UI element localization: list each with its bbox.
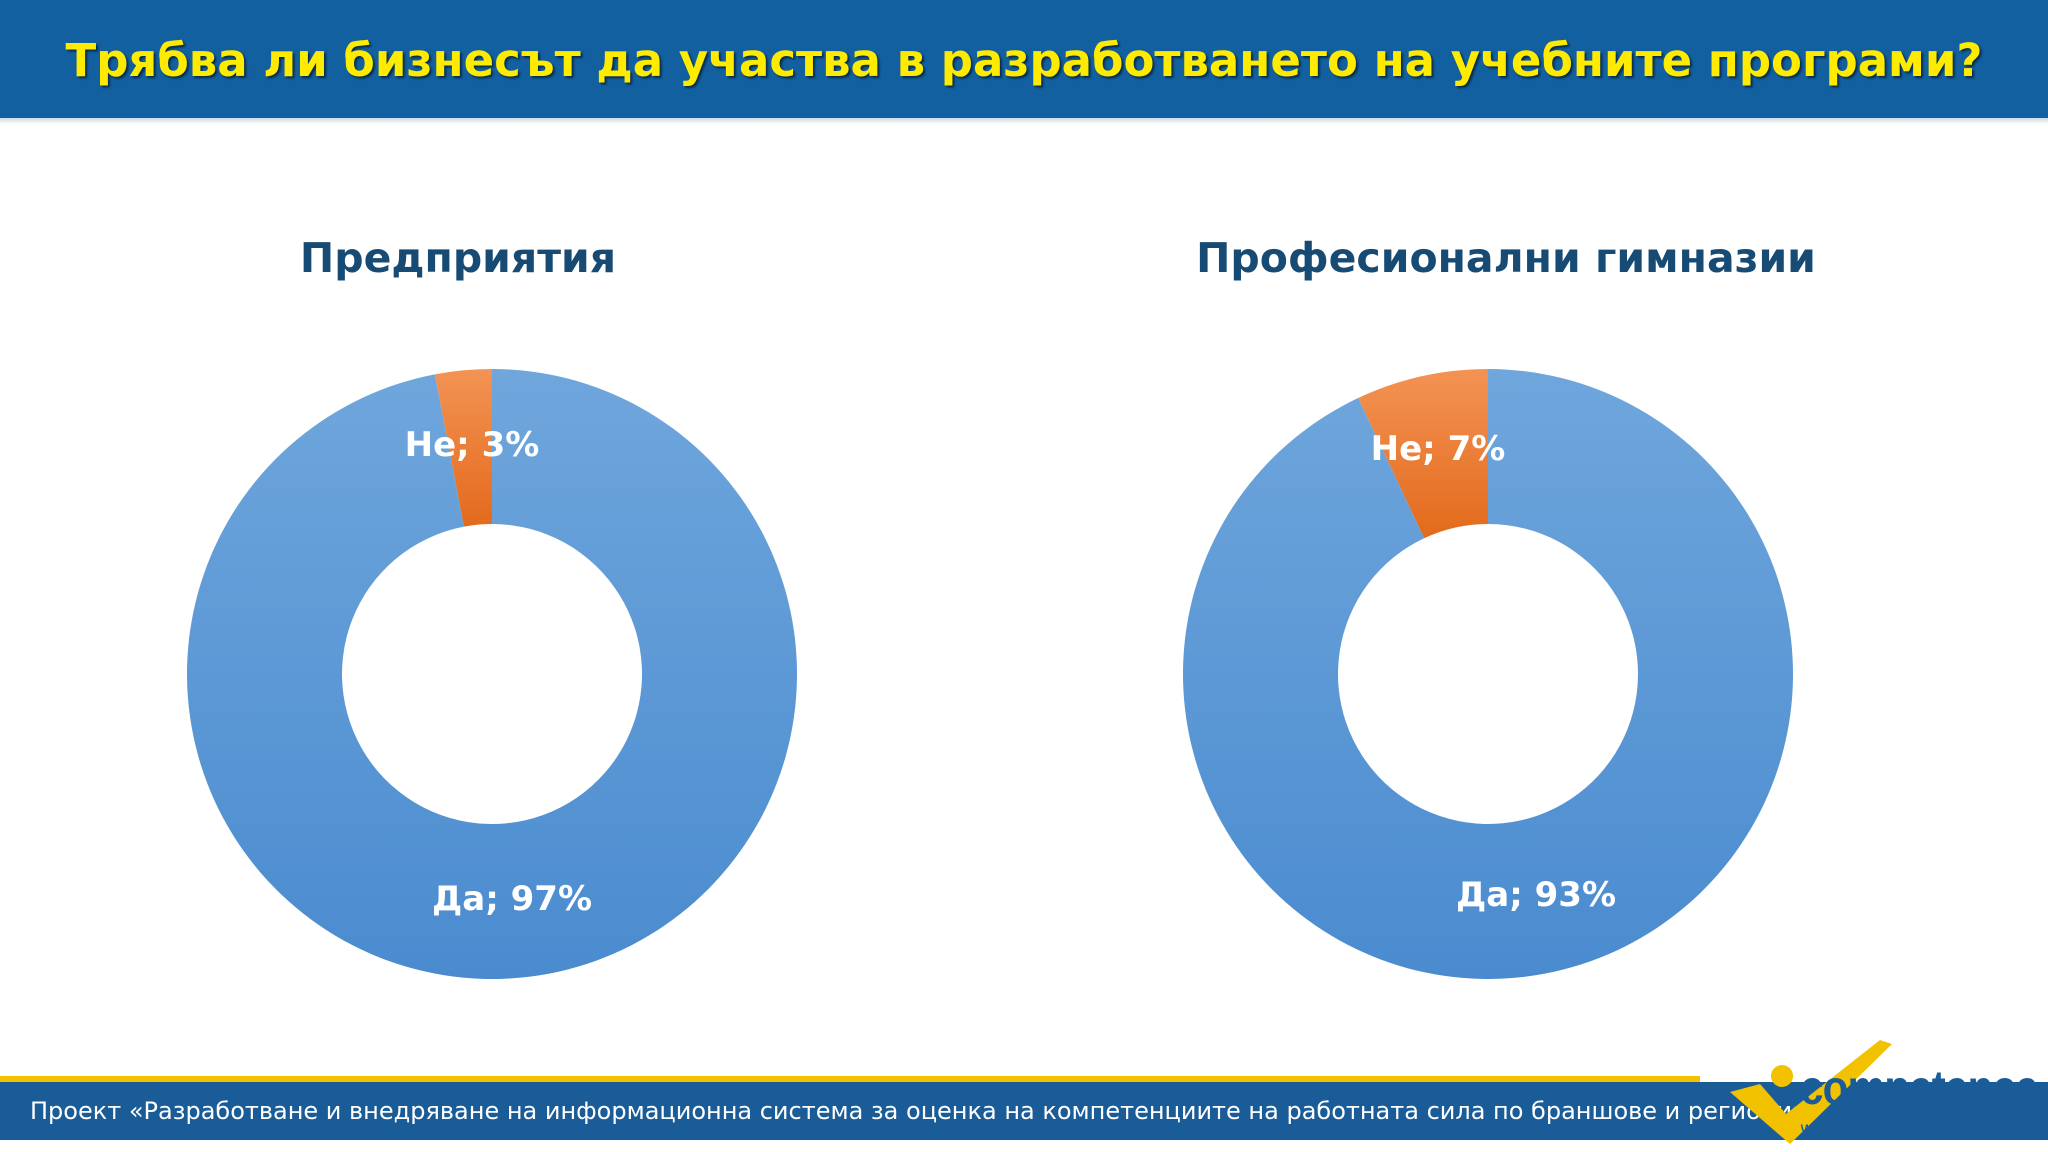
donut-chart-vocational-schools: Не; 7% Да; 93% [1183,369,1793,979]
slice-no [434,369,492,527]
label-no: Не; 3% [405,425,540,465]
slice-yes [1183,369,1793,979]
header-bar [0,0,2048,118]
page-title: Трябва ли бизнесът да участва в разработ… [65,34,1983,87]
label-yes: Да; 93% [1456,875,1616,915]
checkmark-logo-icon [1730,1040,1892,1144]
chart-title-vocational-schools: Професионални гимназии [1196,234,1816,282]
footer-stripe [0,1076,1700,1082]
footer-project-text: Проект «Разработване и внедряване на инф… [30,1097,1807,1125]
donut-chart-enterprises: Не; 3% Да; 97% [186,369,797,979]
logo-wordmark: competence [1800,1062,2039,1115]
chart-title-enterprises: Предприятия [299,234,617,282]
slice-yes [186,369,797,979]
label-yes: Да; 97% [432,879,592,919]
header-divider [0,118,2048,124]
logo-url: www.mycompetence.bg [1800,1119,2005,1139]
slice-no [1358,369,1488,539]
label-no: Не; 7% [1371,429,1506,469]
footer-bar [0,1082,2048,1140]
